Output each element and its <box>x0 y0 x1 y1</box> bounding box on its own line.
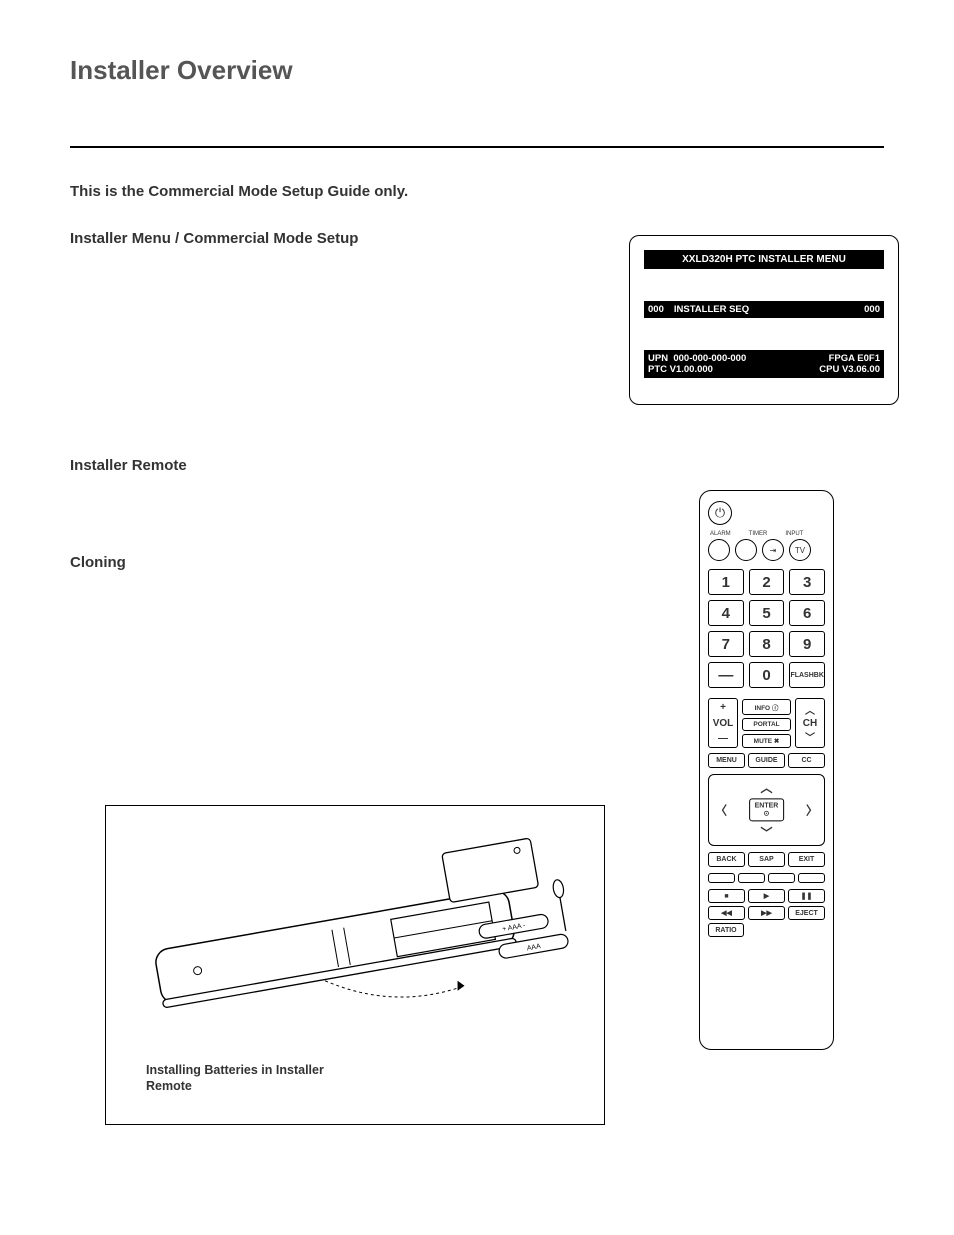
osd-cpu: CPU V3.06.00 <box>819 364 880 375</box>
key-5: 5 <box>749 600 785 626</box>
osd-fpga: FPGA E0F1 <box>829 353 880 364</box>
exit-button: EXIT <box>788 852 825 867</box>
osd-title: XXLD320H PTC INSTALLER MENU <box>644 250 884 269</box>
alarm-label: ALARM <box>710 531 731 537</box>
color-buttons-row <box>708 873 825 883</box>
key-9: 9 <box>789 631 825 657</box>
tv-button: TV <box>789 539 811 561</box>
sap-button: SAP <box>748 852 785 867</box>
intro-heading: This is the Commercial Mode Setup Guide … <box>70 183 590 200</box>
installer-menu-heading: Installer Menu / Commercial Mode Setup <box>70 230 590 247</box>
vol-plus: + <box>720 702 726 713</box>
ch-label: CH <box>803 718 817 729</box>
osd-item-row: 000 INSTALLER SEQ 000 <box>644 301 884 318</box>
stop-button: ■ <box>708 889 745 903</box>
osd-ptc: PTC V1.00.000 <box>648 364 713 375</box>
enter-label: ENTER <box>755 802 779 809</box>
vol-label: VOL <box>713 718 734 729</box>
dpad: ︿ ﹀ 〈 〉 ENTER ⊙ <box>708 774 825 846</box>
dpad-up-icon: ︿ <box>760 779 772 796</box>
color-button-2 <box>738 873 765 883</box>
rewind-button: ◀◀ <box>708 906 745 920</box>
key-3: 3 <box>789 569 825 595</box>
enter-dot-icon: ⊙ <box>764 810 770 817</box>
color-button-4 <box>798 873 825 883</box>
dpad-right-icon: 〉 <box>806 802 818 819</box>
alarm-button <box>708 539 730 561</box>
osd-upn-value: 000-000-000-000 <box>673 353 746 364</box>
play-button: ▶ <box>748 889 785 903</box>
power-button-icon: ⏻ <box>708 501 732 525</box>
battery-install-illustration: + AAA - AAA <box>126 826 584 1026</box>
ch-down: ﹀ <box>805 729 815 744</box>
key-4: 4 <box>708 600 744 626</box>
key-6: 6 <box>789 600 825 626</box>
portal-button: PORTAL <box>742 718 791 731</box>
enter-button: ENTER ⊙ <box>749 798 785 821</box>
dpad-down-icon: ﹀ <box>760 824 772 841</box>
osd-item-label: INSTALLER SEQ <box>664 304 864 315</box>
color-button-1 <box>708 873 735 883</box>
pause-button: ❚❚ <box>788 889 825 903</box>
osd-footer: UPN 000-000-000-000 FPGA E0F1 PTC V1.00.… <box>644 350 884 378</box>
battery-figure-caption: Installing Batteries in Installer Remote <box>146 1062 366 1095</box>
key-7: 7 <box>708 631 744 657</box>
color-button-3 <box>768 873 795 883</box>
installer-remote-heading: Installer Remote <box>70 457 590 474</box>
info-button: INFO ⓘ <box>742 699 791 715</box>
installer-menu-osd: XXLD320H PTC INSTALLER MENU 000 INSTALLE… <box>629 235 899 405</box>
vol-minus: — <box>718 733 728 744</box>
menu-button: MENU <box>708 753 745 768</box>
guide-button: GUIDE <box>748 753 785 768</box>
page-title: Installer Overview <box>70 55 884 86</box>
timer-button <box>735 539 757 561</box>
key-8: 8 <box>749 631 785 657</box>
mute-button: MUTE ✖ <box>742 734 791 748</box>
key-flashbk: FLASHBK <box>789 662 825 688</box>
eject-button: EJECT <box>788 906 825 920</box>
dpad-left-icon: 〈 <box>715 802 727 819</box>
cloning-heading: Cloning <box>70 554 590 571</box>
osd-upn-label: UPN <box>648 353 668 364</box>
key-1: 1 <box>708 569 744 595</box>
input-button: ⇥ <box>762 539 784 561</box>
key-0: 0 <box>749 662 785 688</box>
battery-install-figure: + AAA - AAA Installing Batteries in Inst… <box>105 805 605 1125</box>
osd-item-code-right: 000 <box>864 304 880 315</box>
cc-button: CC <box>788 753 825 768</box>
ch-up: ︿ <box>805 702 815 717</box>
vol-rocker: + VOL — <box>708 698 738 748</box>
osd-item-code-left: 000 <box>648 304 664 315</box>
remote-control-diagram: ⏻ ALARM TIMER INPUT ⇥ TV 1 2 3 4 5 6 7 8… <box>699 490 834 1050</box>
input-label: INPUT <box>785 531 803 537</box>
fast-forward-button: ▶▶ <box>748 906 785 920</box>
back-button: BACK <box>708 852 745 867</box>
number-pad: 1 2 3 4 5 6 7 8 9 — 0 FLASHBK <box>708 569 825 688</box>
ratio-button: RATIO <box>708 923 744 937</box>
key-2: 2 <box>749 569 785 595</box>
key-dash: — <box>708 662 744 688</box>
horizontal-rule <box>70 146 884 148</box>
ch-rocker: ︿ CH ﹀ <box>795 698 825 748</box>
timer-label: TIMER <box>749 531 768 537</box>
